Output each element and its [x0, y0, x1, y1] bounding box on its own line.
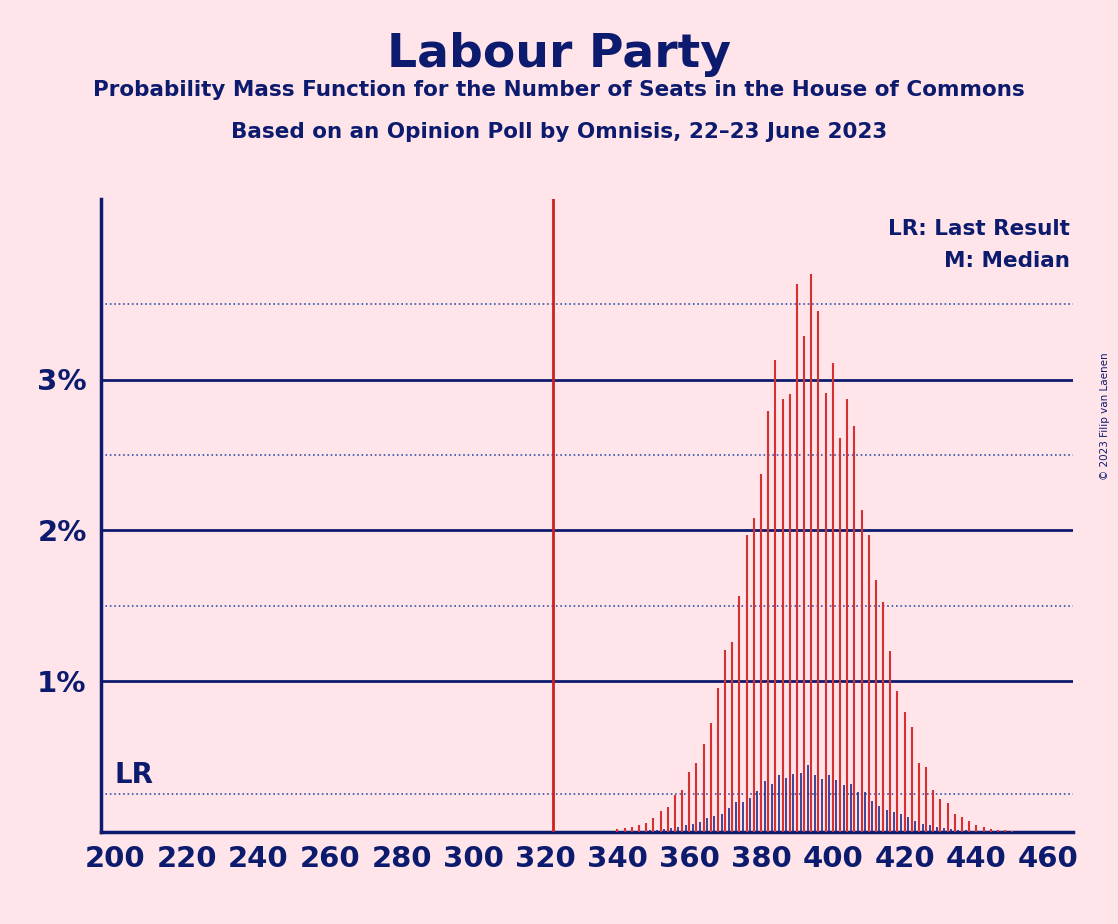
Text: LR: LR [115, 761, 154, 789]
Text: Based on an Opinion Poll by Omnisis, 22–23 June 2023: Based on an Opinion Poll by Omnisis, 22–… [231, 122, 887, 142]
Text: M: Median: M: Median [945, 250, 1070, 271]
Text: Probability Mass Function for the Number of Seats in the House of Commons: Probability Mass Function for the Number… [93, 80, 1025, 101]
Text: LR: Last Result: LR: Last Result [889, 219, 1070, 239]
Text: © 2023 Filip van Laenen: © 2023 Filip van Laenen [1100, 352, 1110, 480]
Text: Labour Party: Labour Party [387, 32, 731, 78]
